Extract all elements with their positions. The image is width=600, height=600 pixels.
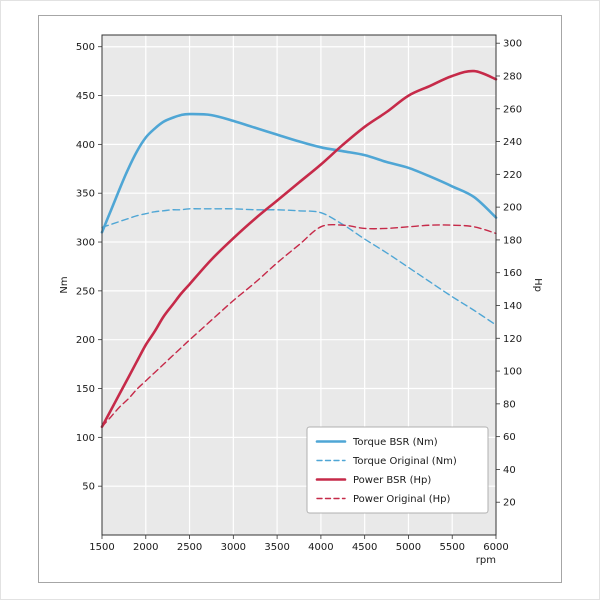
legend-box — [306, 426, 489, 514]
y-right-tick-label: 40 — [503, 465, 516, 476]
axes-frame — [101, 34, 497, 536]
y-right-tick-label: 260 — [503, 104, 522, 115]
y-right-tick-label: 80 — [503, 399, 516, 410]
y-left-tick-label: 200 — [76, 335, 95, 346]
y-left-tick-label: 350 — [76, 189, 95, 200]
y-right-tick-label: 300 — [503, 39, 522, 50]
x-tick-label: 4500 — [352, 542, 377, 553]
y-right-tick-label: 120 — [503, 334, 522, 345]
x-tick-label: 2500 — [177, 542, 202, 553]
x-tick-label: 4000 — [308, 542, 333, 553]
x-tick-label: 6000 — [483, 542, 508, 553]
y-right-tick-label: 140 — [503, 301, 522, 312]
y-left-tick-label: 450 — [76, 91, 95, 102]
y-left-tick-label: 500 — [76, 42, 95, 53]
y-left-tick-label: 300 — [76, 238, 95, 249]
x-tick-label: 1500 — [89, 542, 114, 553]
y-right-tick-label: 100 — [503, 367, 522, 378]
y-right-tick-label: 220 — [503, 170, 522, 181]
y-right-tick-label: 160 — [503, 268, 522, 279]
y-axis-label-left: Nm — [59, 276, 70, 293]
y-left-tick-label: 250 — [76, 286, 95, 297]
y-left-tick-label: 100 — [76, 433, 95, 444]
y-right-tick-label: 240 — [503, 137, 522, 148]
x-tick-label: 3500 — [264, 542, 289, 553]
y-left-tick-label: 400 — [76, 140, 95, 151]
x-axis-label: rpm — [476, 555, 496, 566]
tick-labels: 1500 2000 2500 3000 3500 4000 4500 5000 5500 6000… — [59, 39, 543, 566]
y-right-tick-label: 60 — [503, 432, 516, 443]
y-right-tick-label: 280 — [503, 71, 522, 82]
series-line-power-bsr-hp — [100, 69, 498, 429]
y-right-tick-label: 20 — [503, 498, 516, 509]
series-line-torque-bsr-nm — [100, 112, 498, 234]
series-group — [100, 69, 498, 429]
legend-label-power-original-hp: Power Original (Hp) — [353, 494, 450, 505]
legend-label-power-bsr-hp: Power BSR (Hp) — [353, 475, 431, 486]
x-tick-label: 5500 — [439, 542, 464, 553]
y-axis-label-right: Hp — [532, 278, 543, 292]
x-tick-label: 5000 — [396, 542, 421, 553]
y-left-tick-label: 50 — [82, 482, 95, 493]
legend-label-torque-original-nm: Torque Original (Nm) — [352, 456, 457, 467]
x-tick-label: 3000 — [221, 542, 246, 553]
x-tick-label: 2000 — [133, 542, 158, 553]
series-line-torque-original-nm — [101, 208, 497, 326]
y-right-tick-label: 200 — [503, 203, 522, 214]
y-left-tick-label: 150 — [76, 384, 95, 395]
y-right-tick-label: 180 — [503, 235, 522, 246]
series-line-power-original-hp — [101, 223, 497, 428]
legend: Torque BSR (Nm) Torque Original (Nm) Power… — [306, 426, 489, 514]
tick-marks — [98, 42, 500, 539]
legend-label-torque-bsr-nm: Torque BSR (Nm) — [352, 437, 438, 448]
